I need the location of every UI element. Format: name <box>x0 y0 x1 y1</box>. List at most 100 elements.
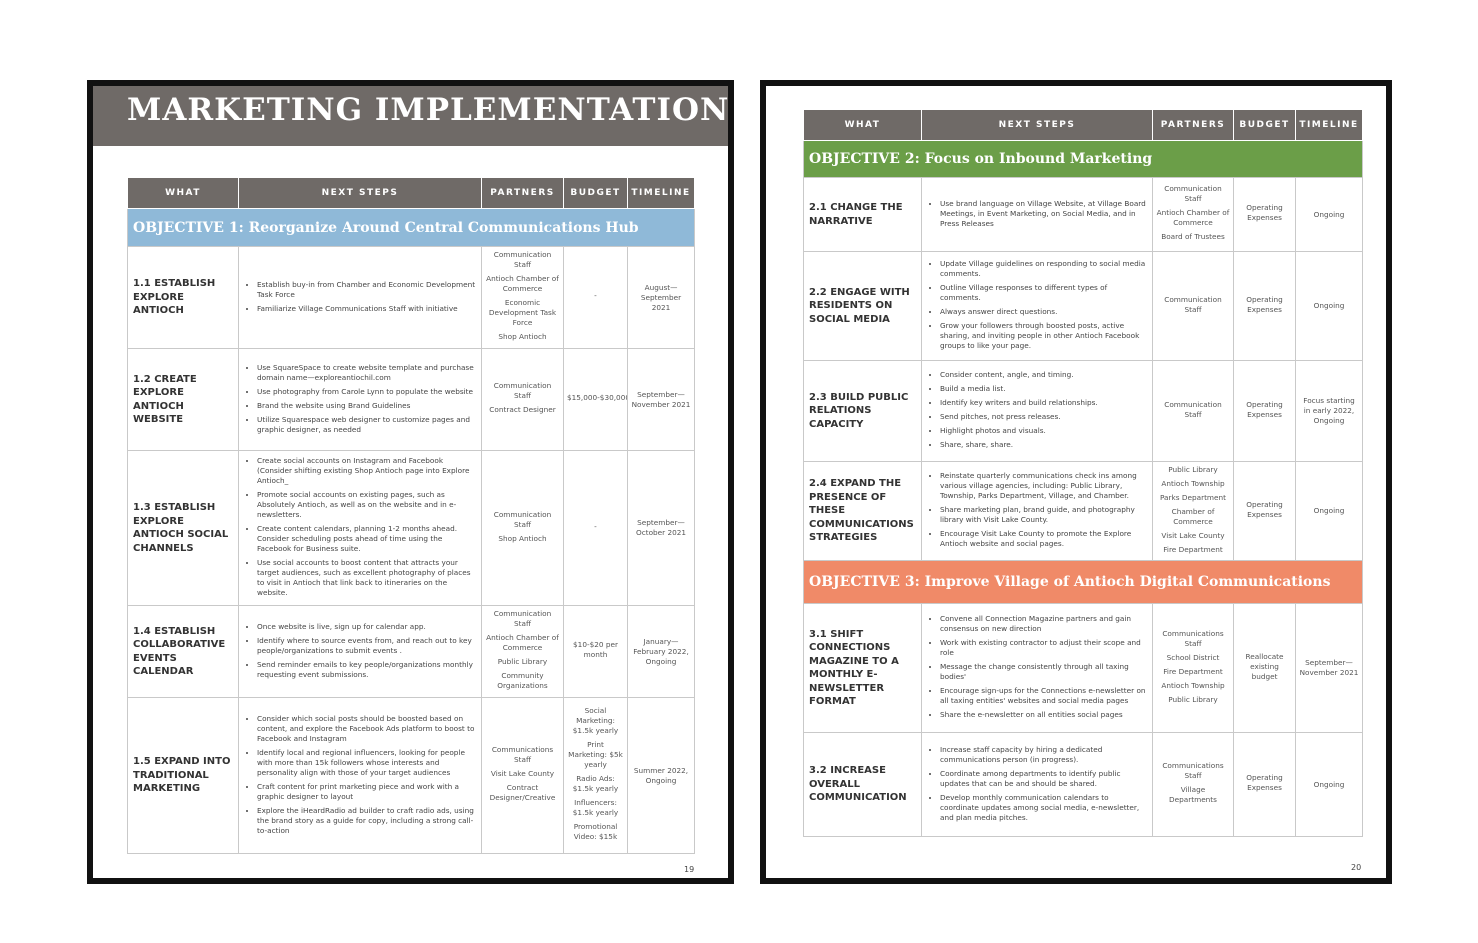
budget-cell: - <box>563 246 628 349</box>
timeline-cell: September—November 2021 <box>1295 603 1363 733</box>
partner: Antioch Chamber of Commerce <box>1156 208 1230 227</box>
partner: Public Library <box>1168 464 1218 474</box>
action-row: 2.1 CHANGE THE NARRATIVE Use brand langua… <box>803 177 1363 252</box>
partner: Fire Department <box>1163 544 1223 554</box>
step: Send reminder emails to key people/organ… <box>257 660 477 680</box>
step: Promote social accounts on existing page… <box>257 490 477 520</box>
column-header: PARTNERS <box>481 177 564 209</box>
budget-item: Reallocate existing budget <box>1245 651 1284 681</box>
step: Utilize Squarespace web designer to cust… <box>257 415 477 435</box>
partner: Communication Staff <box>1164 399 1222 419</box>
partner: Chamber of Commerce <box>1171 506 1215 526</box>
budget-item: - <box>594 291 597 300</box>
step: Brand the website using Brand Guidelines <box>257 401 477 411</box>
partners-cell: Communication Staff Contract Designer <box>481 348 564 451</box>
action-row: 1.4 ESTABLISH COLLABORATIVE EVENTS CALEN… <box>127 605 695 698</box>
budget-item: Print Marketing: $5k yearly <box>568 740 623 769</box>
action-row: 1.3 ESTABLISH EXPLORE ANTIOCH SOCIAL CHA… <box>127 450 695 606</box>
action-row: 2.2 ENGAGE WITH RESIDENTS ON SOCIAL MEDI… <box>803 251 1363 361</box>
budget-cell: $15,000-$30,000 <box>563 348 628 451</box>
timeline-cell: Focus starting in early 2022, Ongoing <box>1295 360 1363 462</box>
steps-list: Increase staff capacity by hiring a dedi… <box>923 745 1152 823</box>
page-number: 20 <box>1351 863 1362 872</box>
what-cell: 1.1 ESTABLISH EXPLORE ANTIOCH <box>127 246 239 349</box>
steps-cell: Update Village guidelines on responding … <box>921 251 1153 361</box>
timeline-cell: Ongoing <box>1295 177 1363 252</box>
partner: Public Library <box>497 657 548 666</box>
step: Share, share, share. <box>940 440 1148 450</box>
partner: Board of Trustees <box>1161 232 1225 241</box>
step: Coordinate among departments to identify… <box>940 769 1148 789</box>
steps-cell: Create social accounts on Instagram and … <box>238 450 482 606</box>
step: Identify local and regional influencers,… <box>257 748 477 778</box>
partners-cell: Public Library Antioch Township Parks Depa… <box>1152 461 1234 561</box>
budget-item: $10-$20 per month <box>573 640 618 659</box>
objective-row: OBJECTIVE 2: Focus on Inbound Marketing <box>803 140 1363 178</box>
step: Outline Village responses to different t… <box>940 283 1148 303</box>
step: Identify key writers and build relations… <box>940 398 1148 408</box>
step: Create social accounts on Instagram and … <box>257 456 477 486</box>
what-cell: 2.2 ENGAGE WITH RESIDENTS ON SOCIAL MEDI… <box>803 251 922 361</box>
steps-cell: Consider content, angle, and timing. Buil… <box>921 360 1153 462</box>
partner: Antioch Chamber of Commerce <box>486 633 559 652</box>
step: Build a media list. <box>940 384 1148 394</box>
partner: Shop Antioch <box>498 332 547 341</box>
budget-cell: Operating Expenses <box>1233 732 1296 837</box>
steps-cell: Consider which social posts should be bo… <box>238 697 482 854</box>
steps-list: Reinstate quarterly communications check… <box>923 471 1152 549</box>
step: Increase staff capacity by hiring a dedi… <box>940 745 1148 765</box>
page-title: MARKETING IMPLEMENTATION <box>127 92 730 128</box>
step: Reinstate quarterly communications check… <box>940 471 1148 501</box>
budget-cell: Operating Expenses <box>1233 177 1296 252</box>
step: Use brand language on Village Website, a… <box>940 199 1148 229</box>
implementation-table: WHAT NEXT STEPS PARTNERS BUDGET TIMELINE OBJE… <box>803 109 1363 837</box>
steps-list: Create social accounts on Instagram and … <box>240 456 481 598</box>
step: Highlight photos and visuals. <box>940 426 1148 436</box>
step: Send pitches, not press releases. <box>940 412 1148 422</box>
partner: Antioch Township <box>1161 478 1225 488</box>
header-row: WHAT NEXT STEPS PARTNERS BUDGET TIMELINE <box>803 109 1363 141</box>
step: Share the e-newsletter on all entities s… <box>940 710 1148 720</box>
budget-item: Influencers: $1.5k yearly <box>572 798 619 817</box>
what-cell: 1.5 EXPAND INTO TRADITIONAL MARKETING <box>127 697 239 854</box>
partner: Communications Staff <box>491 745 554 764</box>
steps-cell: Once website is live, sign up for calend… <box>238 605 482 698</box>
partners-cell: Communication Staff <box>1152 360 1234 462</box>
budget-item: Radio Ads: $1.5k yearly <box>572 774 619 793</box>
timeline-cell: September—November 2021 <box>627 348 695 451</box>
objective-title: OBJECTIVE 2: Focus on Inbound Marketing <box>803 140 1363 178</box>
step: Always answer direct questions. <box>940 307 1148 317</box>
column-header: PARTNERS <box>1152 109 1234 141</box>
partner: Antioch Township <box>1161 680 1225 690</box>
objective-row: OBJECTIVE 3: Improve Village of Antioch … <box>803 560 1363 604</box>
partner: Parks Department <box>1159 492 1227 502</box>
implementation-table: WHAT NEXT STEPS PARTNERS BUDGET TIMELINE OBJE… <box>127 177 695 854</box>
step: Familiarize Village Communications Staff… <box>257 304 477 314</box>
column-header: WHAT <box>803 109 922 141</box>
what-cell: 2.4 EXPAND THE PRESENCE OF THESE COMMUNI… <box>803 461 922 561</box>
step: Message the change consistently through … <box>940 662 1148 682</box>
partner: Visit Lake County <box>1161 530 1225 540</box>
step: Update Village guidelines on responding … <box>940 259 1148 279</box>
title-banner <box>93 86 728 146</box>
partner: School District <box>1166 652 1220 662</box>
partner: Communication Staff <box>1164 294 1222 314</box>
partner: Communication Staff <box>1164 184 1222 203</box>
partners-cell: Communication Staff Antioch Chamber of Co… <box>481 246 564 349</box>
budget-item: Operating Expenses <box>1246 773 1283 792</box>
steps-list: Use SquareSpace to create website templa… <box>240 363 481 435</box>
steps-cell: Convene all Connection Magazine partners… <box>921 603 1153 733</box>
partner: Contract Designer/Creative <box>489 783 556 802</box>
partners-cell: Communications Staff School District Fire … <box>1152 603 1234 733</box>
partner: Communication Staff <box>493 250 552 269</box>
step: Use SquareSpace to create website templa… <box>257 363 477 383</box>
partner: Visit Lake County <box>490 769 555 778</box>
budget-item: Operating Expenses <box>1246 499 1283 519</box>
step: Establish buy-in from Chamber and Econom… <box>257 280 477 300</box>
what-cell: 2.1 CHANGE THE NARRATIVE <box>803 177 922 252</box>
step: Develop monthly communication calendars … <box>940 793 1148 823</box>
budget-cell: Reallocate existing budget <box>1233 603 1296 733</box>
steps-cell: Reinstate quarterly communications check… <box>921 461 1153 561</box>
step: Consider content, angle, and timing. <box>940 370 1148 380</box>
partner: Communications Staff <box>1162 761 1224 780</box>
